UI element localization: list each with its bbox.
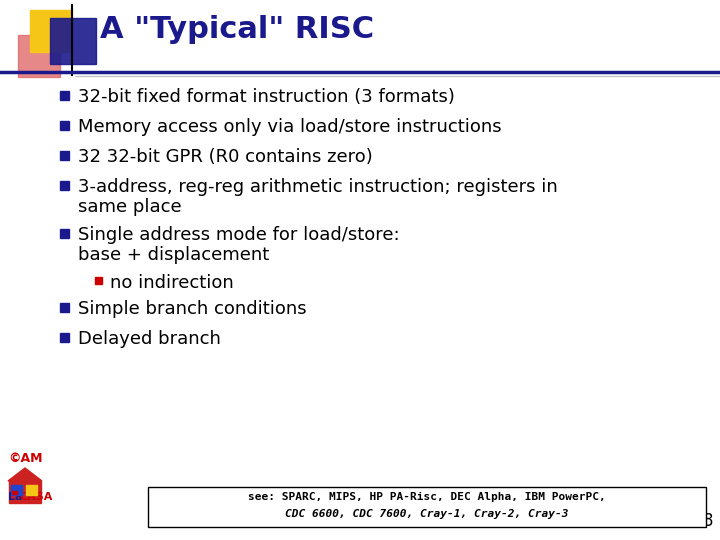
Text: same place: same place [78,198,181,216]
Polygon shape [8,468,42,481]
Text: CDC 6600, CDC 7600, Cray-1, Cray-2, Cray-3: CDC 6600, CDC 7600, Cray-1, Cray-2, Cray… [285,509,569,519]
Bar [60,181,69,190]
Text: Delayed branch: Delayed branch [78,330,221,348]
Bar [9,481,41,503]
Bar [60,121,69,130]
Text: La: La [8,492,22,502]
Bar [95,277,102,284]
FancyBboxPatch shape [148,487,706,527]
Bar [30,10,72,52]
Bar [60,151,69,160]
Text: Single address mode for load/store:: Single address mode for load/store: [78,226,400,244]
Text: 32-bit fixed format instruction (3 formats): 32-bit fixed format instruction (3 forma… [78,88,455,106]
Bar [60,91,69,100]
Bar [11,485,22,495]
Bar [60,229,69,238]
Text: no indirection: no indirection [110,274,234,292]
Text: CASA: CASA [20,492,53,502]
Text: Simple branch conditions: Simple branch conditions [78,300,307,318]
Bar [12,491,17,494]
Text: Memory access only via load/store instructions: Memory access only via load/store instru… [78,118,502,136]
Bar [60,333,69,342]
Bar [60,303,69,312]
Text: base + displacement: base + displacement [78,246,269,264]
Text: 32 32-bit GPR (R0 contains zero): 32 32-bit GPR (R0 contains zero) [78,148,373,166]
Bar [26,485,37,495]
Text: ©AM: ©AM [8,452,42,465]
Text: 3-address, reg-reg arithmetic instruction; registers in: 3-address, reg-reg arithmetic instructio… [78,178,558,196]
Text: see: SPARC, MIPS, HP PA-Risc, DEC Alpha, IBM PowerPC,: see: SPARC, MIPS, HP PA-Risc, DEC Alpha,… [248,492,606,502]
Bar [50,18,96,64]
Bar [18,35,60,77]
Text: 8: 8 [703,512,713,530]
Text: A "Typical" RISC: A "Typical" RISC [100,15,374,44]
